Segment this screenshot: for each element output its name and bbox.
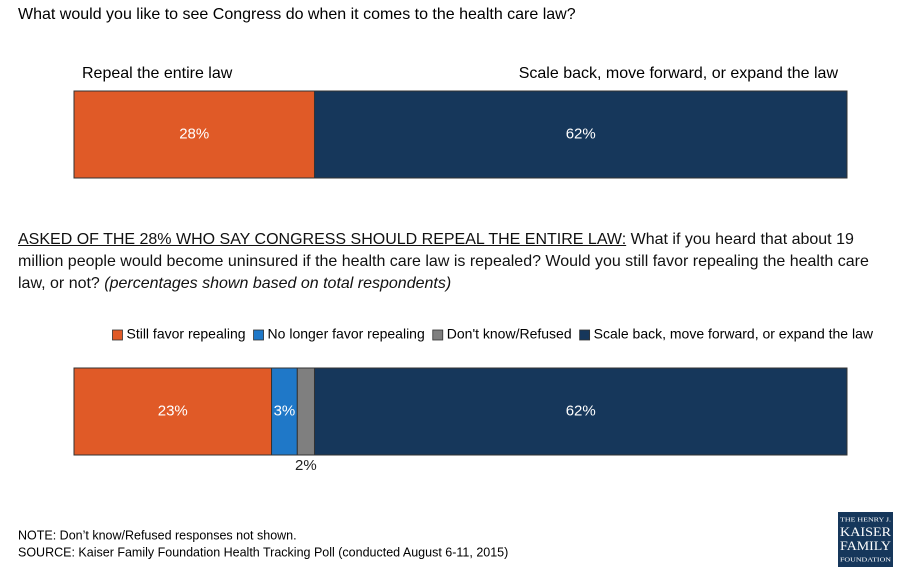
footer-source: SOURCE: Kaiser Family Foundation Health … [18, 545, 508, 559]
value-label: 2% [295, 457, 317, 474]
legend-label: No longer favor repealing [268, 326, 425, 342]
series-label: Repeal the entire law [82, 65, 233, 82]
legend-label: Don't know/Refused [447, 326, 572, 342]
logo-text: FAMILY [840, 538, 892, 553]
question-text: ASKED OF THE 28% WHO SAY CONGRESS SHOULD… [18, 229, 888, 295]
legend-swatch [579, 329, 591, 341]
value-label: 3% [274, 402, 296, 419]
bar-segment [271, 367, 298, 456]
bar-segment [73, 367, 273, 456]
bar-segment [296, 367, 315, 456]
logo-text: THE HENRY J. [840, 516, 891, 523]
bar-segment [313, 90, 848, 179]
bar-segment [313, 367, 848, 456]
series-label: Scale back, move forward, or expand the … [519, 65, 839, 82]
question-lead: ASKED OF THE 28% WHO SAY CONGRESS SHOULD… [18, 231, 627, 248]
footer-note: NOTE: Don’t know/Refused responses not s… [18, 528, 297, 542]
question-note: (percentages shown based on total respon… [104, 275, 452, 292]
logo-text: FOUNDATION [840, 556, 891, 563]
question: What if you heard that about 19 million … [18, 231, 869, 292]
logo-box [838, 512, 893, 567]
value-label: 62% [566, 125, 596, 142]
legend-swatch [432, 329, 444, 341]
value-label: 23% [158, 402, 188, 419]
legend-label: Scale back, move forward, or expand the … [594, 326, 874, 342]
value-label: 62% [566, 402, 596, 419]
legend-label: Still favor repealing [126, 326, 245, 342]
logo-text: KAISER [840, 524, 891, 539]
value-label: 28% [179, 125, 209, 142]
legend-swatch [253, 329, 264, 341]
chart-title: What would you like to see Congress do w… [18, 6, 576, 23]
legend-swatch [112, 329, 123, 341]
